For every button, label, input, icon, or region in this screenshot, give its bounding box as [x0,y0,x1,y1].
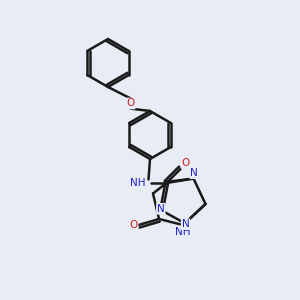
Text: NH: NH [175,226,190,237]
Text: N: N [190,168,198,178]
Text: O: O [126,98,135,109]
Text: O: O [182,158,190,169]
Text: O: O [129,220,138,230]
Text: N: N [157,204,165,214]
Text: NH: NH [130,178,146,188]
Text: N: N [182,219,189,229]
